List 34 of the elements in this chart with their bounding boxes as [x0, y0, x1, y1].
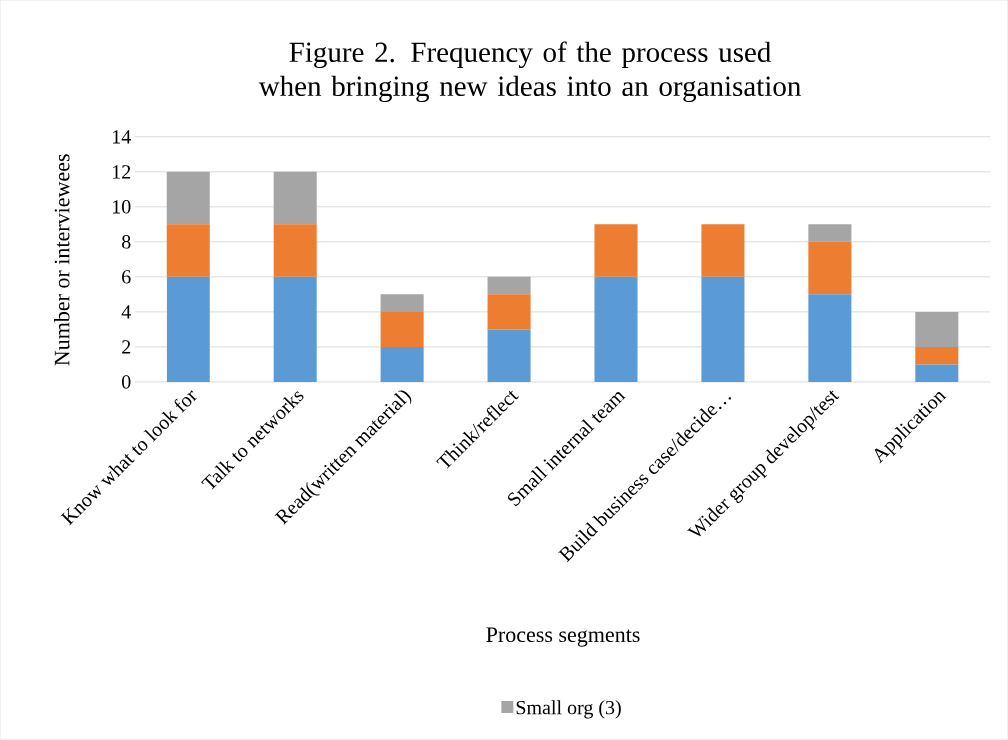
y-tick-label: 2: [122, 340, 131, 354]
bar: [808, 241, 852, 295]
bar: [166, 171, 210, 225]
bar: [915, 311, 959, 347]
bar: [915, 364, 959, 382]
y-tick-label: 12: [113, 165, 131, 179]
bar: [166, 224, 210, 277]
bar: [166, 276, 210, 382]
bar: [915, 346, 959, 365]
bar: [487, 329, 531, 382]
bar: [594, 276, 638, 382]
y-tick-label: 10: [113, 200, 131, 214]
bar: [808, 294, 852, 382]
y-tick-label: 14: [113, 130, 131, 144]
bar: [487, 276, 531, 295]
bar: [380, 294, 424, 312]
y-tick-label: 8: [122, 235, 131, 249]
bar: [594, 224, 638, 277]
chart-title: Figure 2. Frequency of the process used when bringing new ideas into an organisation: [258, 41, 801, 103]
legend-label: Small org (3): [516, 700, 621, 719]
bar: [701, 224, 745, 277]
y-tick-label: 6: [122, 270, 131, 284]
bar: [273, 171, 317, 225]
bar: [273, 276, 317, 382]
y-tick-label: 0: [122, 375, 131, 389]
bar: [487, 294, 531, 330]
y-axis-title: Number or interviewees: [54, 154, 70, 366]
y-tick-label: 4: [121, 305, 131, 319]
bar: [701, 276, 745, 382]
bar: [380, 346, 424, 382]
bar: [808, 224, 852, 242]
bar: [380, 311, 424, 347]
x-axis-title: Process segments: [486, 627, 640, 647]
bar: [273, 224, 317, 277]
